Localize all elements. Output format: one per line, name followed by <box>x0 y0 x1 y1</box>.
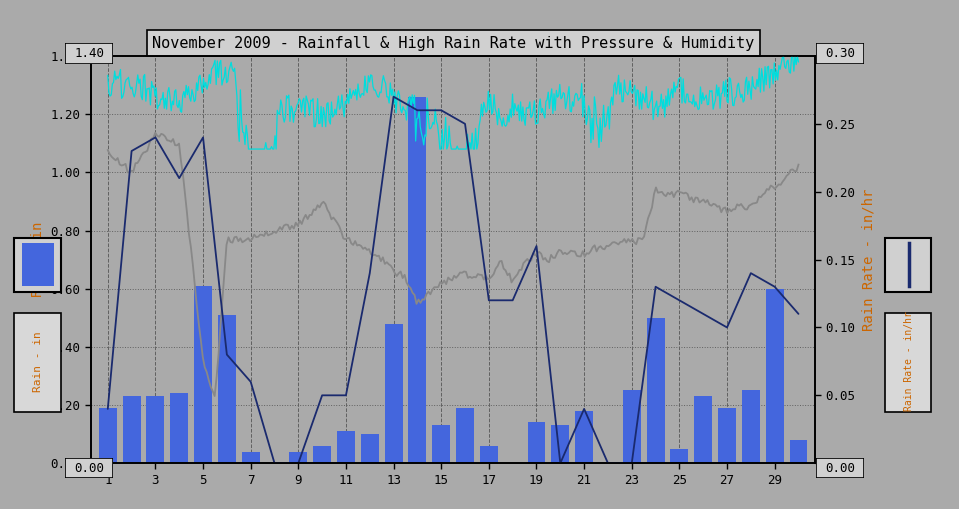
Bar <box>480 446 498 463</box>
Text: Rain - in: Rain - in <box>33 331 43 392</box>
Bar <box>409 97 427 463</box>
Bar <box>194 286 212 463</box>
Y-axis label: Rain - in: Rain - in <box>31 222 45 297</box>
Y-axis label: Rain Rate - in/hr: Rain Rate - in/hr <box>861 188 876 331</box>
FancyBboxPatch shape <box>14 313 60 412</box>
Text: Rain Rate - in/hr: Rain Rate - in/hr <box>903 312 914 411</box>
Text: 0.00: 0.00 <box>825 462 855 475</box>
Bar <box>242 451 260 463</box>
Bar <box>433 426 450 463</box>
FancyBboxPatch shape <box>816 458 864 478</box>
Bar <box>171 393 188 463</box>
Bar <box>314 446 331 463</box>
Bar <box>123 397 141 463</box>
Bar <box>290 451 307 463</box>
FancyBboxPatch shape <box>885 238 931 292</box>
Bar <box>622 390 641 463</box>
Bar <box>527 422 546 463</box>
FancyBboxPatch shape <box>816 43 864 64</box>
Text: 1.40: 1.40 <box>74 47 105 60</box>
Bar <box>670 448 689 463</box>
FancyBboxPatch shape <box>65 458 113 478</box>
Title: November 2009 - Rainfall & High Rain Rate with Pressure & Humidity: November 2009 - Rainfall & High Rain Rat… <box>152 36 754 51</box>
Bar <box>337 431 355 463</box>
FancyBboxPatch shape <box>885 313 931 412</box>
Bar <box>551 426 570 463</box>
Text: 0.30: 0.30 <box>825 47 855 60</box>
Bar <box>22 243 54 286</box>
Bar <box>646 318 665 463</box>
Bar <box>694 397 713 463</box>
Bar <box>456 408 474 463</box>
Text: 0.00: 0.00 <box>74 462 105 475</box>
Bar <box>99 408 117 463</box>
Bar <box>361 434 379 463</box>
Bar <box>385 324 403 463</box>
Bar <box>742 390 760 463</box>
FancyBboxPatch shape <box>14 238 60 292</box>
Bar <box>789 440 807 463</box>
FancyBboxPatch shape <box>65 43 113 64</box>
Bar <box>147 397 164 463</box>
Bar <box>765 289 784 463</box>
Bar <box>575 411 593 463</box>
Bar <box>218 315 236 463</box>
Bar <box>718 408 736 463</box>
